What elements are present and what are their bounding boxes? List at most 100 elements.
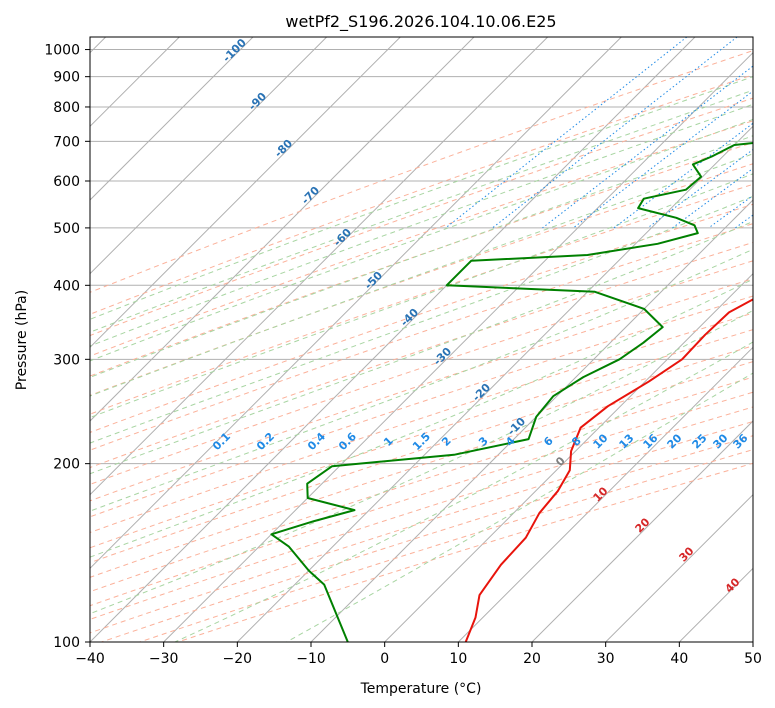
dry-adiabat [101, 435, 753, 642]
moist-adiabat [90, 118, 753, 362]
y-tick-label: 400 [53, 278, 80, 294]
plot-frame [89, 36, 754, 643]
dry-adiabat-label: -60 [331, 226, 354, 249]
dry-adiabat [90, 361, 753, 578]
dry-adiabat [90, 391, 753, 607]
dry-adiabat [90, 329, 753, 549]
dry-adiabat-label: -70 [299, 184, 322, 207]
mixing-ratio-label: 0.2 [254, 430, 277, 453]
isotherm-line [90, 37, 696, 642]
x-axis: −40 −30 −20 −10 0 10 20 30 40 50 [75, 642, 762, 667]
moist-adiabat [90, 76, 753, 320]
moist-adiabats [90, 76, 753, 642]
temperature-profile [464, 298, 753, 642]
isotherm-line [90, 37, 254, 201]
dry-adiabat-label: -50 [362, 269, 385, 292]
mixing-ratio-lines [445, 37, 753, 229]
profile-series [270, 142, 753, 642]
pressure-grid [90, 49, 753, 642]
dry-adiabat [90, 203, 753, 433]
dry-adiabat-label: -100 [220, 36, 249, 65]
y-tick-label: 200 [53, 457, 80, 473]
isotherm-line [384, 272, 753, 642]
mixing-ratio-label: 20 [665, 431, 685, 451]
mixing-ratio-label: 6 [541, 434, 556, 449]
mixing-ratio-label: 2 [439, 434, 454, 449]
y-tick-label: 700 [53, 134, 80, 150]
mixing-ratio-label: 0.1 [210, 430, 233, 453]
moist-adiabat [90, 153, 753, 397]
dry-adiabat [90, 260, 753, 485]
moist-adiabat-label: 20 [633, 515, 653, 535]
dry-adiabat [90, 312, 753, 534]
x-tick-label: 40 [670, 651, 688, 667]
mixing-ratio-line [542, 65, 753, 229]
x-tick-label: 20 [523, 651, 541, 667]
chart-title: wetPf2_S196.2026.104.10.06.E25 [285, 12, 556, 32]
mixing-ratio-line [613, 122, 753, 229]
dry-adiabat-label: -30 [431, 345, 454, 368]
y-tick-label: 100 [53, 635, 80, 651]
isotherm-line [236, 125, 753, 642]
x-tick-label: −40 [75, 651, 105, 667]
moist-adiabat [90, 220, 753, 475]
dewpoint-profile [270, 142, 753, 642]
moist-adiabat [90, 248, 753, 512]
dry-adiabat [90, 295, 753, 518]
x-tick-label: −20 [223, 651, 253, 667]
y-axis: 1000 900 800 700 600 500 400 300 200 100 [44, 43, 90, 651]
moist-adiabat-label: 40 [723, 575, 743, 595]
mixing-ratio-line [445, 37, 688, 229]
moist-adiabat [90, 278, 753, 558]
mixing-ratio-label: 8 [569, 434, 584, 449]
mixing-ratio-line [492, 37, 738, 229]
isotherm-line [531, 420, 753, 642]
moist-adiabat [90, 103, 753, 347]
x-tick-label: 0 [380, 651, 389, 667]
y-tick-label: 800 [53, 100, 80, 116]
moist-adiabat-label: 30 [677, 544, 697, 564]
dry-adiabats [90, 50, 753, 642]
mixing-ratio-label: 13 [617, 432, 637, 452]
isotherm-line [752, 641, 753, 642]
moist-adiabat [90, 309, 753, 615]
isotherm-line [163, 51, 753, 642]
y-tick-label: 1000 [44, 43, 80, 59]
y-tick-label: 500 [53, 221, 80, 237]
y-tick-label: 900 [53, 70, 80, 86]
moist-adiabat [90, 135, 753, 378]
moist-adiabat [90, 173, 753, 419]
dry-adiabat-label: -80 [272, 137, 295, 160]
x-tick-label: 10 [449, 651, 467, 667]
dry-adiabat [90, 142, 753, 377]
isotherm-line [90, 37, 549, 496]
dry-adiabat-label: -40 [398, 306, 421, 329]
moist-adiabat [90, 89, 753, 333]
x-axis-label: Temperature (°C) [360, 681, 482, 697]
isotherm-line [605, 493, 753, 642]
isotherm-line [90, 37, 328, 275]
y-tick-label: 300 [53, 352, 80, 368]
y-axis-label: Pressure (hPa) [14, 290, 30, 390]
mixing-ratio-line [708, 194, 753, 229]
dry-adiabat [90, 74, 753, 315]
mixing-ratio-label: 36 [731, 431, 751, 451]
moist-adiabat-label: 10 [591, 484, 611, 504]
mixing-ratio-line [734, 214, 753, 229]
isotherm-line [90, 37, 622, 570]
mixing-ratio-label: 16 [641, 431, 661, 451]
mixing-ratio-label: 30 [711, 431, 731, 451]
x-tick-label: −30 [149, 651, 179, 667]
dry-adiabat [90, 345, 753, 564]
isotherm-lines [90, 37, 753, 642]
x-tick-label: 30 [597, 651, 615, 667]
dry-adiabat [90, 376, 753, 593]
isotherm-line [90, 37, 475, 422]
isotherm-line [90, 37, 401, 349]
dry-adiabat [90, 183, 753, 415]
mixing-ratio-label: 0.4 [305, 430, 328, 453]
dry-adiabat [90, 241, 753, 469]
dry-adiabat [90, 50, 753, 293]
dry-adiabat [90, 97, 753, 337]
